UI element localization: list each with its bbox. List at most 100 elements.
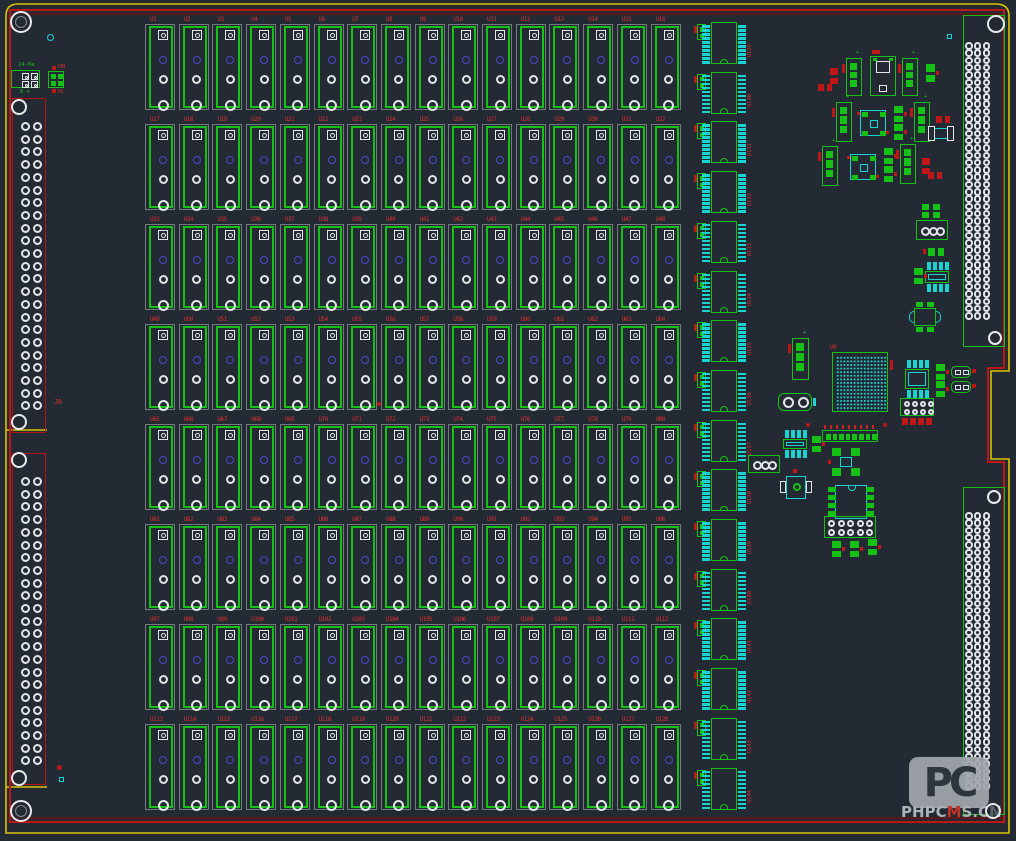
relay-footprint	[486, 526, 510, 611]
dip-ic-pin	[702, 438, 710, 442]
capacitor-footprint	[914, 102, 930, 142]
connector-pad	[982, 745, 991, 754]
dip-ic-body	[711, 22, 737, 64]
relay-footprint	[418, 326, 443, 411]
connector-pad	[982, 621, 991, 629]
connector-pad	[982, 209, 991, 218]
dip-ic-pin	[738, 458, 746, 462]
relay-label: U70	[318, 416, 329, 423]
dip-ic-pin	[738, 33, 746, 36]
relay-pad-blue	[597, 56, 606, 64]
connector-pad	[982, 107, 991, 116]
connector-pad	[973, 665, 982, 673]
dip-ic-pin	[702, 351, 710, 354]
dip-ic-pin	[738, 94, 746, 98]
relay-pad-square-hole	[599, 433, 605, 438]
dip-ic-pin	[738, 496, 746, 499]
dip-ic-pin	[702, 587, 710, 591]
soic-pin	[919, 390, 923, 398]
header-ring-pad	[903, 400, 910, 407]
soic-pad	[916, 302, 923, 307]
relay-pad-square-hole	[363, 133, 369, 138]
jumper-pad	[963, 369, 969, 375]
relay-label: U74	[453, 416, 463, 423]
relay-pad-square	[629, 330, 640, 340]
dip-ic-pin	[702, 206, 710, 209]
smd-mark	[923, 249, 926, 254]
relay-pad-round	[428, 274, 438, 284]
dip-ic-pin	[738, 235, 746, 239]
connector-pad	[965, 512, 973, 520]
dip-ic-pin	[702, 695, 710, 698]
capacitor-footprint	[900, 144, 916, 184]
relay-pad-blue	[394, 656, 403, 664]
connector-pad	[21, 616, 30, 626]
relay-pad-round	[629, 299, 641, 311]
connector-pad	[965, 100, 973, 108]
connector-pad	[33, 401, 42, 411]
relay-pad-blue	[159, 356, 167, 364]
relay-pad-round	[664, 574, 673, 584]
relay-label: U80	[655, 416, 666, 423]
dip-ic-label: U144	[747, 789, 753, 803]
relay-pad-square	[259, 30, 270, 40]
smd-pad	[884, 175, 893, 182]
connector-pad	[982, 723, 991, 732]
cap-pad	[699, 772, 704, 777]
cap-plate	[840, 125, 847, 133]
connector-pad	[973, 78, 982, 86]
relay-footprint	[317, 726, 342, 811]
cap-plate	[850, 71, 857, 79]
power-pad	[22, 81, 29, 88]
dip-ic-pin	[702, 484, 710, 487]
dip-ic-pin	[738, 526, 746, 529]
dip-ic-pin	[702, 446, 710, 450]
connector-pad	[965, 107, 973, 116]
dip-ic-pin	[702, 595, 710, 599]
cap-refdes-mark	[694, 523, 697, 530]
relay-pad-round	[327, 674, 336, 684]
dip-ic-pin	[738, 255, 746, 259]
dip-ic-pin	[702, 488, 710, 491]
relay-pad-square	[427, 330, 438, 340]
relay-pad-round	[327, 74, 336, 84]
dip-ic-pin	[738, 675, 746, 678]
relay-pad-square-hole	[194, 333, 200, 338]
relay-pad-blue	[327, 56, 336, 64]
relay-footprint	[216, 226, 241, 311]
connector-pad	[982, 628, 991, 637]
relay-label: U81	[150, 516, 160, 523]
relay-pad-round	[663, 199, 674, 211]
relay-pad-square-hole	[599, 333, 605, 338]
relay-pad-square-hole	[498, 133, 503, 138]
cap-pad	[699, 331, 704, 337]
connector-pad	[973, 42, 982, 50]
relay-pad-square	[326, 530, 337, 540]
connector-pad	[973, 129, 982, 138]
relay-pad-square	[495, 530, 505, 540]
relay-pad-square	[528, 230, 539, 240]
relay-pad-round	[158, 74, 168, 84]
relay-pad-square	[562, 30, 573, 40]
relay-pad-blue	[428, 256, 437, 264]
cap-refdes-mark	[694, 125, 697, 133]
relay-pad-round	[663, 499, 674, 511]
connector-pad	[965, 636, 973, 644]
connector-pad	[21, 604, 30, 613]
connector-pad	[33, 527, 42, 537]
relay-footprint	[620, 226, 645, 311]
dip-ic-pin	[702, 404, 710, 408]
relay-footprint	[654, 526, 679, 611]
dip-ic-pin	[702, 251, 710, 255]
relay-pad-blue	[260, 156, 269, 164]
quad-mark	[828, 460, 831, 464]
connector-pad	[982, 253, 991, 262]
relay-pad-square-hole	[531, 633, 537, 638]
relay-label: U3	[217, 16, 224, 23]
relay-pad-round	[595, 399, 607, 411]
relay-pad-round	[427, 299, 439, 311]
relay-pad-blue	[597, 256, 606, 264]
relay-pad-blue	[428, 356, 437, 364]
dip8-body	[835, 485, 867, 519]
relay-pad-square-hole	[228, 133, 234, 138]
